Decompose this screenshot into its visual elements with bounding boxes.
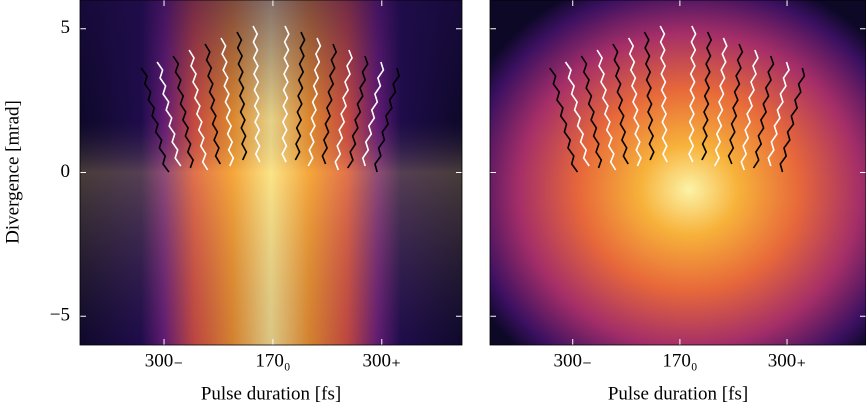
x-tick-label: 300₊ bbox=[363, 350, 402, 371]
contour bbox=[204, 43, 222, 165]
y-tick-label: −5 bbox=[50, 305, 70, 326]
contour bbox=[307, 37, 322, 167]
contour bbox=[713, 37, 728, 167]
heatmap-shade bbox=[80, 0, 462, 345]
x-tick-label: 300₋ bbox=[145, 350, 184, 371]
contour bbox=[740, 49, 759, 171]
contour bbox=[701, 31, 713, 161]
contour bbox=[580, 55, 603, 169]
contour bbox=[188, 49, 209, 171]
x-axis-label: Pulse duration [fs] bbox=[608, 383, 748, 404]
contour bbox=[767, 61, 790, 167]
contour bbox=[321, 43, 338, 165]
panel-right bbox=[490, 0, 866, 345]
contour bbox=[752, 55, 775, 169]
contour bbox=[374, 67, 400, 173]
y-tick-label: 5 bbox=[61, 17, 71, 38]
contour bbox=[252, 25, 261, 163]
contour bbox=[627, 37, 642, 167]
contour bbox=[612, 43, 629, 165]
contour bbox=[779, 67, 806, 173]
x-tick-label: 300₊ bbox=[768, 350, 807, 371]
contour bbox=[549, 67, 579, 173]
y-axis-label: Divergence [mrad] bbox=[2, 100, 23, 244]
contour bbox=[564, 61, 590, 167]
panel-left bbox=[80, 0, 462, 345]
contour bbox=[281, 25, 290, 163]
contour bbox=[727, 43, 744, 165]
contour bbox=[140, 67, 170, 173]
contour bbox=[361, 61, 385, 167]
x-tick-label: 170₀ bbox=[255, 350, 290, 371]
x-axis-label: Pulse duration [fs] bbox=[201, 383, 341, 404]
contour bbox=[294, 31, 306, 161]
contour bbox=[156, 61, 182, 167]
contour bbox=[643, 31, 655, 161]
y-tick-label: 0 bbox=[61, 161, 71, 182]
contour bbox=[220, 37, 235, 167]
contour bbox=[688, 25, 697, 163]
heatmap bbox=[490, 0, 866, 345]
x-tick-label: 170₀ bbox=[662, 350, 697, 371]
x-tick-label: 300₋ bbox=[553, 350, 592, 371]
panel-frame bbox=[79, 0, 463, 346]
contour bbox=[659, 25, 668, 163]
contour bbox=[334, 49, 353, 171]
contour bbox=[596, 49, 617, 171]
contour bbox=[172, 55, 194, 169]
panel-frame bbox=[489, 0, 866, 346]
contour bbox=[347, 55, 369, 169]
contour bbox=[236, 31, 248, 161]
